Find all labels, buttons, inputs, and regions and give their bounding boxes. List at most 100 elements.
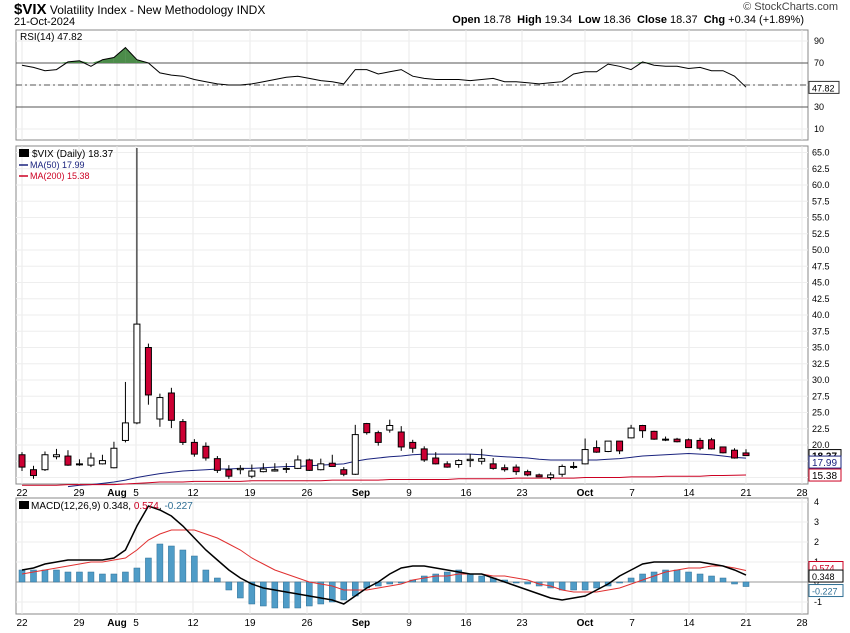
candle-body xyxy=(662,438,670,441)
macd-histogram-bar xyxy=(306,581,313,607)
candle-body xyxy=(547,474,555,478)
candle-body xyxy=(259,468,267,473)
close-label: Close xyxy=(637,14,667,26)
macd-histogram-bar xyxy=(731,581,738,585)
x-axis-label: 21 xyxy=(740,618,752,629)
macd-histogram-bar xyxy=(41,569,49,583)
macd-tag-label: 0.348 xyxy=(812,572,835,582)
candle-body xyxy=(558,465,566,475)
macd-histogram-bar xyxy=(110,573,118,583)
price-tick-label: 50.0 xyxy=(812,245,830,255)
candle-body xyxy=(87,457,95,466)
price-tick-label: 62.5 xyxy=(812,164,830,174)
macd-legend-part: 0.574 xyxy=(134,501,159,512)
macd-legend-part: MACD(12,26,9) xyxy=(31,501,103,512)
candle-body xyxy=(650,430,658,440)
macd-histogram-bar xyxy=(122,571,129,583)
macd-legend: MACD(12,26,9) 0.348, 0.574, -0.227 xyxy=(31,501,193,512)
price-tick-label: 20.0 xyxy=(812,440,830,450)
candle-body xyxy=(271,469,279,472)
macd-histogram-bar xyxy=(30,569,37,583)
candle-body xyxy=(386,425,394,431)
price-tick-label: 22.5 xyxy=(812,424,830,434)
macd-histogram-bar xyxy=(145,557,152,583)
candle-body xyxy=(64,455,72,466)
candle-body xyxy=(52,454,60,458)
price-tick-label: 52.5 xyxy=(812,229,830,239)
price-tick-label: 42.5 xyxy=(812,294,830,304)
x-axis-label: 7 xyxy=(629,488,635,499)
macd-histogram-bar xyxy=(742,581,750,587)
open-label: Open xyxy=(452,14,481,26)
x-axis-label: 12 xyxy=(187,618,199,629)
candle-body xyxy=(581,449,589,465)
candle-body xyxy=(305,459,313,471)
candle-body xyxy=(18,454,26,468)
candle-body xyxy=(570,465,578,468)
macd-histogram-bar xyxy=(673,569,681,583)
candle-body xyxy=(708,439,716,450)
macd-histogram-bar xyxy=(524,581,531,585)
high-label: High xyxy=(517,14,542,26)
x-axis-label: 9 xyxy=(406,618,412,629)
ma50-legend: MA(50) 17.99 xyxy=(30,160,85,170)
macd-histogram-bar xyxy=(696,573,704,583)
price-tick-label: 25.0 xyxy=(812,408,830,418)
macd-histogram-bar xyxy=(179,549,187,583)
x-axis-label: 22 xyxy=(16,618,28,629)
ohlc-summary: Open 18.78 High 19.34 Low 18.36 Close 18… xyxy=(452,14,804,26)
rsi-tick-label: 30 xyxy=(814,102,824,112)
macd-histogram-bar xyxy=(455,569,462,583)
candle-body xyxy=(420,448,428,461)
macd-histogram-bar xyxy=(248,581,256,605)
macd-histogram-bar xyxy=(432,573,439,583)
candle-body xyxy=(41,454,49,471)
panel-frame-2 xyxy=(15,497,809,615)
candle-body xyxy=(248,470,256,477)
brand-watermark: © StockCharts.com xyxy=(743,1,838,13)
macd-legend-part: , xyxy=(159,501,165,512)
candle-body xyxy=(593,447,601,453)
rsi-overbought-fill xyxy=(631,61,643,63)
x-axis-label: 14 xyxy=(683,618,695,629)
candle-body xyxy=(742,452,750,457)
candle-body xyxy=(282,467,290,470)
candle-body xyxy=(627,427,635,439)
candle-body xyxy=(190,441,198,455)
candle-body xyxy=(179,421,187,443)
x-axis-label: Oct xyxy=(577,488,594,499)
candle-body xyxy=(156,397,164,420)
x-axis-label: 28 xyxy=(796,488,808,499)
macd-histogram-bar xyxy=(202,569,210,583)
macd-signal-line xyxy=(21,529,747,593)
candle-body xyxy=(110,447,118,469)
macd-histogram-bar xyxy=(443,571,451,583)
price-tick-label: 32.5 xyxy=(812,359,830,369)
low-value: 18.36 xyxy=(603,14,631,26)
macd-histogram-bar xyxy=(685,571,692,583)
chg-label: Chg xyxy=(703,14,726,26)
candle-body xyxy=(397,431,405,448)
ma50-line xyxy=(67,452,747,488)
price-tag-label: 15.38 xyxy=(812,471,837,482)
candle-body xyxy=(75,463,83,466)
price-legend-vix: $VIX (Daily) 18.37 xyxy=(32,149,114,160)
x-axis-label: Aug xyxy=(107,488,126,499)
price-tick-label: 45.0 xyxy=(812,278,830,288)
candle-body xyxy=(512,466,520,473)
rsi-tick-label: 10 xyxy=(814,124,824,134)
chart-date: 21-Oct-2024 xyxy=(14,16,76,28)
x-axis-label: 28 xyxy=(796,618,808,629)
x-axis-label: 5 xyxy=(133,488,139,499)
instrument-name: Volatility Index - New Methodology xyxy=(49,3,234,17)
macd-histogram-bar xyxy=(76,571,83,583)
candle-body xyxy=(409,441,417,449)
x-axis-label: Oct xyxy=(577,618,594,629)
macd-histogram-bar xyxy=(581,581,589,591)
macd-tag-box xyxy=(808,569,844,583)
x-axis-label: 26 xyxy=(301,488,313,499)
macd-legend-part: 0.348, xyxy=(103,501,134,512)
macd-tick-label: 3 xyxy=(814,517,819,527)
candle-body xyxy=(639,425,647,432)
candle-body xyxy=(443,463,451,468)
